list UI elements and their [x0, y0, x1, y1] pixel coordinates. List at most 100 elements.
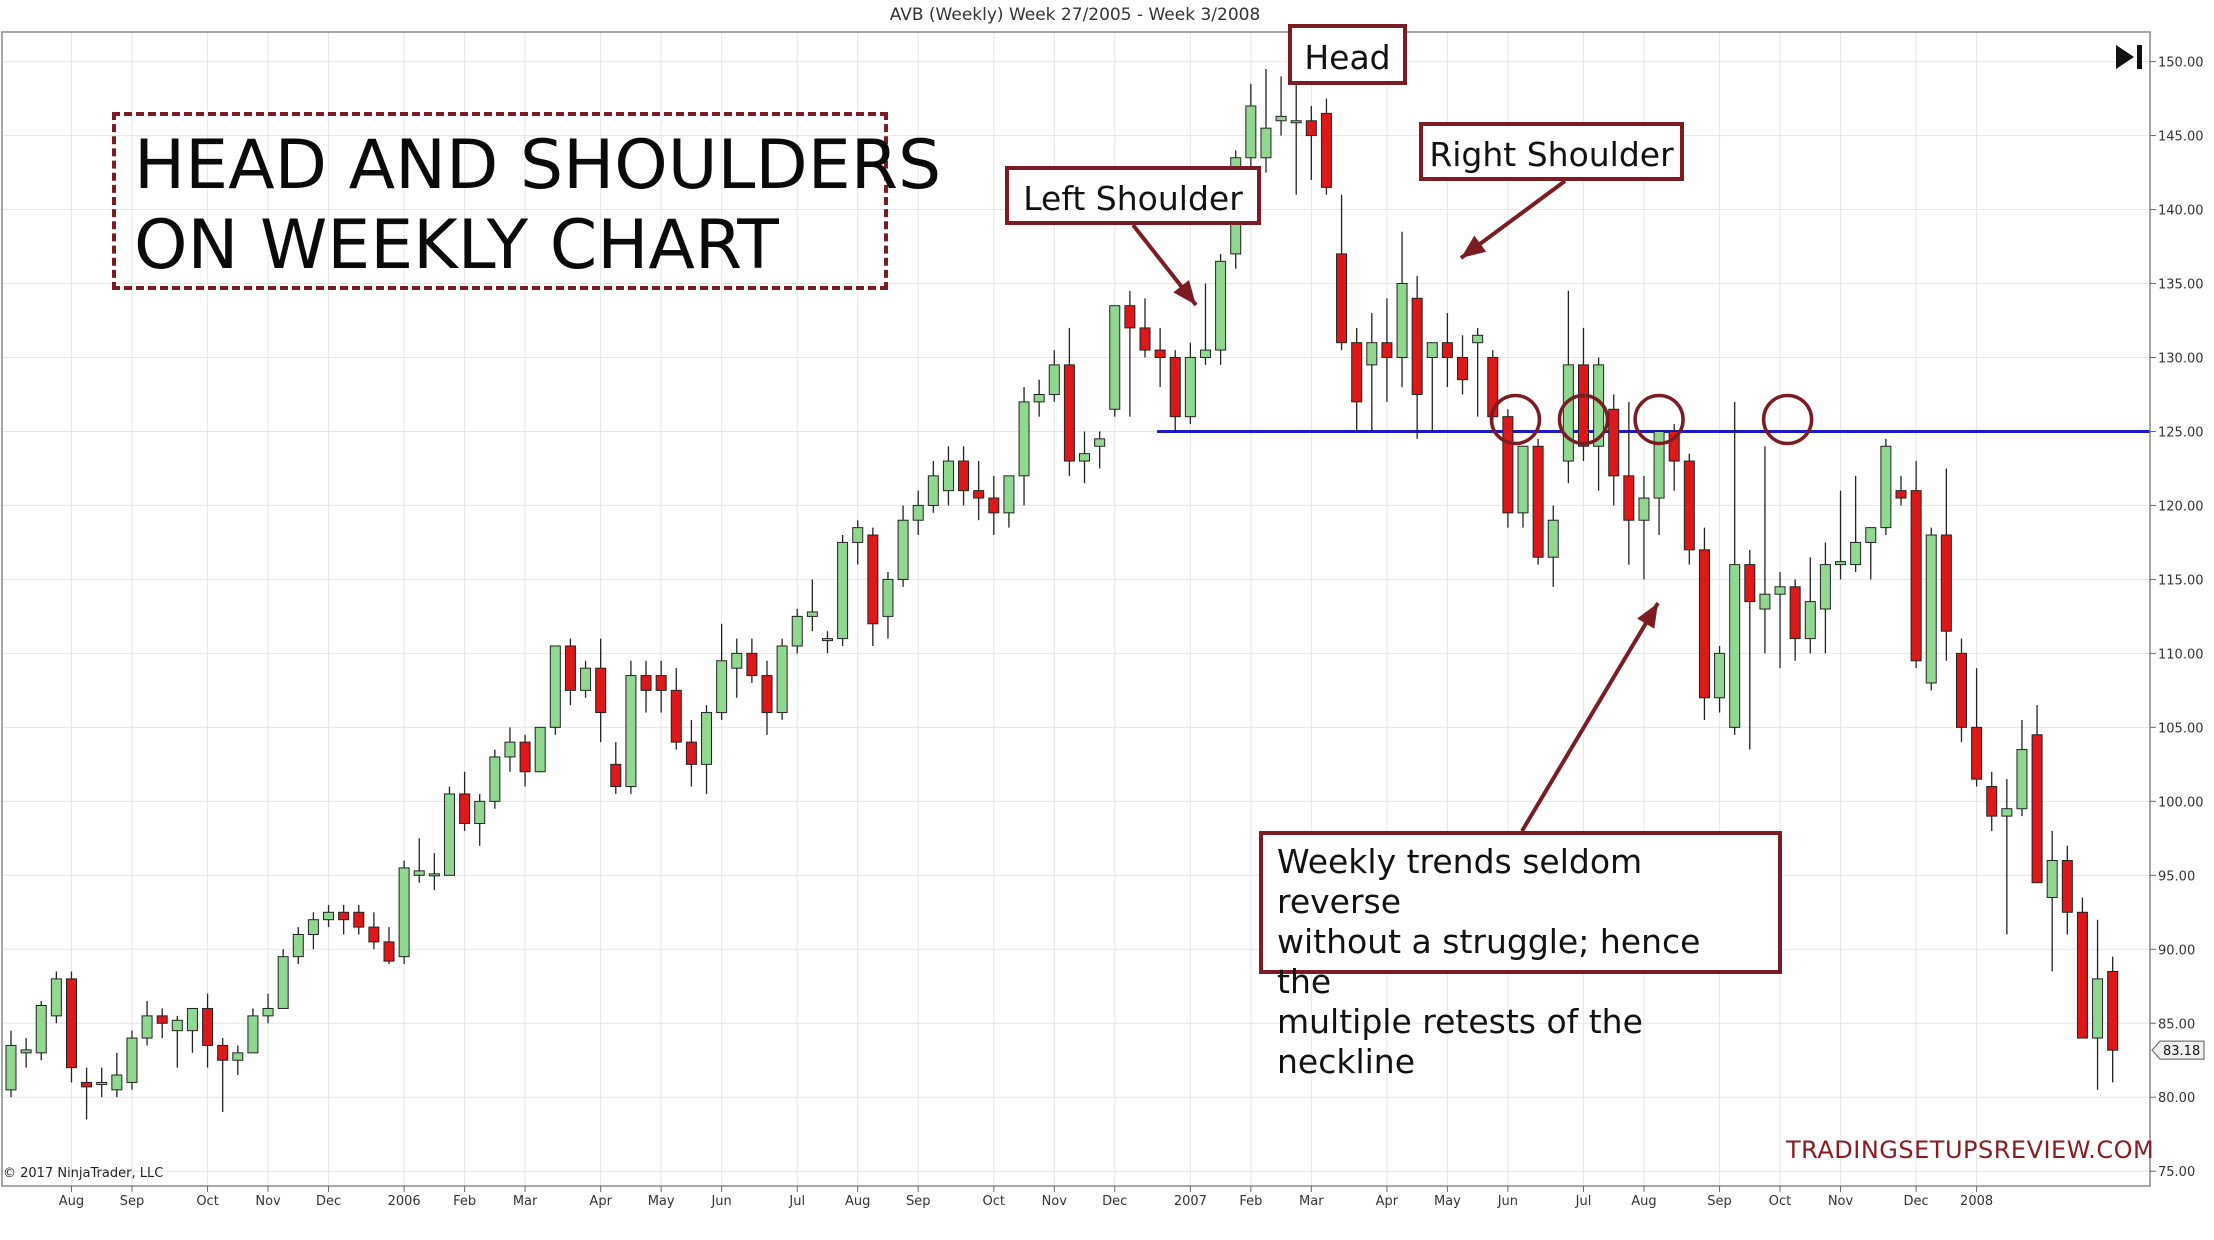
candle-body-up — [1426, 342, 1438, 358]
candle — [368, 912, 380, 950]
candle — [1260, 68, 1272, 173]
candle-body-up — [50, 978, 62, 1017]
candle-body-down — [338, 911, 350, 921]
candle — [716, 623, 728, 720]
candle-body-down — [655, 675, 667, 691]
candle-body-up — [1215, 260, 1227, 351]
candle-body-down — [1895, 490, 1907, 499]
candle-body-up — [1774, 586, 1786, 595]
candle-body-up — [837, 541, 849, 640]
candle — [1502, 409, 1514, 528]
candle — [1215, 253, 1227, 365]
y-tick-label: 95.00 — [2158, 869, 2195, 884]
candle-body-up — [141, 1015, 153, 1039]
candle-body-up — [1880, 445, 1892, 529]
candle — [1774, 572, 1786, 669]
right-shoulder-label: Right Shoulder — [1419, 122, 1684, 181]
candle-body-up — [1714, 652, 1726, 699]
x-tick-label: May — [648, 1194, 675, 1209]
candle-body-down — [1668, 430, 1680, 462]
candle — [640, 660, 652, 713]
candle-body-up — [701, 712, 713, 765]
x-tick-label: Dec — [1904, 1194, 1929, 1209]
candle-body-up — [1275, 115, 1287, 122]
x-tick-label: Nov — [255, 1194, 281, 1209]
candle-body-down — [640, 675, 652, 691]
y-tick-label: 80.00 — [2158, 1091, 2195, 1106]
candle-body-down — [1154, 349, 1166, 358]
candle-body-down — [1441, 342, 1453, 358]
y-tick-label: 130.00 — [2158, 351, 2204, 366]
candle-body-up — [1290, 120, 1302, 124]
note-arrow — [1520, 601, 1660, 833]
candle — [2076, 897, 2088, 1039]
candle-body-up — [171, 1019, 183, 1032]
candle — [1638, 475, 1650, 580]
candle — [2046, 830, 2058, 972]
note-line-2: without a struggle; hence the — [1277, 922, 1701, 1001]
candle-body-up — [852, 527, 864, 543]
candle-body-up — [1517, 445, 1529, 514]
candle — [65, 971, 77, 1083]
y-tick-label: 110.00 — [2158, 647, 2204, 662]
candle — [2016, 719, 2028, 817]
candle — [1698, 527, 1710, 720]
candle-body-down — [1320, 112, 1332, 188]
candle — [988, 475, 1000, 536]
candle-body-up — [776, 645, 788, 714]
note-line-1: Weekly trends seldom reverse — [1277, 842, 1643, 921]
left-shoulder-arrow — [1131, 223, 1198, 307]
x-tick-label: Apr — [589, 1194, 612, 1209]
candle — [1683, 453, 1695, 565]
candle — [1336, 194, 1348, 351]
candle-body-down — [1940, 534, 1952, 632]
y-tick-label: 85.00 — [2158, 1017, 2195, 1032]
y-tick-label: 115.00 — [2158, 573, 2204, 588]
candle — [1426, 342, 1438, 432]
right-shoulder-arrow — [1459, 179, 1567, 260]
candle-body-down — [81, 1081, 93, 1088]
candle — [1033, 379, 1045, 417]
candle-body-down — [1789, 586, 1801, 640]
x-tick-label: Nov — [1042, 1194, 1068, 1209]
candle-body-up — [1199, 349, 1211, 358]
candle — [1850, 475, 1862, 573]
candle — [1729, 401, 1741, 735]
candle-body-down — [1744, 564, 1756, 603]
candle — [262, 993, 274, 1024]
candle-body-up — [277, 956, 289, 1009]
candle — [1986, 771, 1998, 831]
candle-body-down — [368, 926, 380, 943]
candle-body-up — [186, 1007, 198, 1032]
candle-body-up — [262, 1007, 274, 1017]
last-price-marker: 83.18 — [2151, 1040, 2205, 1060]
candle-body-down — [1063, 364, 1075, 462]
candle — [459, 771, 471, 831]
candle — [217, 1038, 229, 1113]
candle — [353, 904, 365, 935]
candle-body-down — [1139, 327, 1151, 351]
play-end-icon[interactable] — [2114, 42, 2146, 72]
x-tick-label: Jul — [1575, 1194, 1592, 1209]
x-tick-label: Dec — [1102, 1194, 1127, 1209]
candle — [398, 860, 410, 965]
x-tick-label: Aug — [845, 1194, 870, 1209]
watermark: TRADINGSETUPSREVIEW.COM — [1786, 1136, 2155, 1164]
candle — [912, 490, 924, 536]
candle — [655, 660, 667, 713]
candle — [942, 446, 954, 506]
candle-body-up — [791, 615, 803, 647]
candle — [1955, 638, 1967, 743]
candles — [5, 61, 2119, 1120]
candle — [1124, 290, 1136, 417]
candle-body-up — [2046, 860, 2058, 898]
candle — [1925, 527, 1937, 691]
candle-body-up — [549, 645, 561, 728]
arrow-shaft — [1520, 601, 1660, 833]
candle-body-down — [670, 689, 682, 743]
arrow-head — [1637, 603, 1658, 629]
candle-body-up — [580, 667, 592, 691]
candle — [1184, 342, 1196, 425]
candle-body-down — [2061, 860, 2073, 913]
candle — [1562, 290, 1574, 484]
